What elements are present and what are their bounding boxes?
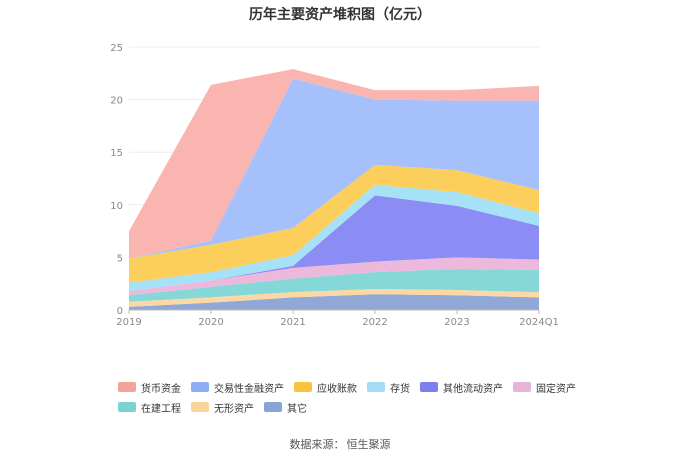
- area-series-在建工程: [129, 268, 539, 302]
- legend-swatch: [191, 382, 209, 392]
- legend-item[interactable]: 存货: [367, 380, 410, 395]
- legend-swatch: [118, 382, 136, 392]
- y-tick-label: 5: [117, 253, 123, 264]
- legend-item[interactable]: 其它: [264, 400, 307, 415]
- legend-label: 在建工程: [141, 403, 181, 415]
- legend-label: 其它: [287, 403, 307, 415]
- source-name: 恒生聚源: [346, 438, 391, 451]
- area-series-交易性金融资产: [129, 78, 539, 259]
- legend-swatch: [118, 402, 136, 412]
- stacked-area-chart: 2019 2020 2021 2022 2023 2024Q1 0 5 10 15 20 25: [110, 43, 559, 328]
- x-axis: 2019 2020 2021 2022 2023 2024Q1: [116, 309, 559, 328]
- legend-item[interactable]: 应收账款: [294, 380, 357, 395]
- legend-item[interactable]: 无形资产: [191, 400, 254, 415]
- data-source: 数据来源： 恒生聚源: [0, 436, 680, 452]
- chart-title: 历年主要资产堆积图（亿元）: [249, 7, 431, 23]
- legend: 货币资金 交易性金融资产 应收账款 存货 其他流动资产 固定资产 在建工程 无形资产 其它: [118, 377, 588, 417]
- x-tick-label: 2023: [444, 317, 469, 328]
- x-tick-label: 2022: [362, 317, 387, 328]
- legend-row: 货币资金 交易性金融资产 应收账款 存货 其他流动资产 固定资产: [118, 377, 588, 397]
- legend-label: 存货: [390, 383, 410, 395]
- legend-label: 其他流动资产: [443, 383, 503, 395]
- legend-swatch: [294, 382, 312, 392]
- legend-label: 交易性金融资产: [214, 383, 284, 395]
- legend-item[interactable]: 固定资产: [513, 380, 576, 395]
- area-series-应收账款: [129, 164, 539, 283]
- legend-swatch: [264, 402, 282, 412]
- area-series-无形资产: [129, 288, 539, 307]
- area-series-固定资产: [129, 257, 539, 296]
- x-tick-label: 2020: [198, 317, 223, 328]
- legend-item[interactable]: 在建工程: [118, 400, 181, 415]
- legend-item[interactable]: 货币资金: [118, 380, 181, 395]
- y-axis: 0 5 10 15 20 25: [110, 43, 123, 317]
- legend-label: 货币资金: [141, 383, 181, 395]
- area-series-其它: [129, 294, 539, 310]
- legend-row: 在建工程 无形资产 其它: [118, 397, 588, 417]
- legend-label: 应收账款: [317, 383, 357, 395]
- legend-swatch: [420, 382, 438, 392]
- legend-label: 固定资产: [536, 383, 576, 395]
- area-series-其他流动资产: [129, 195, 539, 292]
- legend-label: 无形资产: [214, 403, 254, 415]
- area-series-存货: [129, 184, 539, 292]
- area-series-货币资金: [129, 69, 539, 259]
- y-tick-label: 0: [117, 306, 123, 317]
- y-tick-label: 10: [110, 201, 123, 212]
- x-tick-label: 2024Q1: [519, 317, 559, 328]
- x-tick-label: 2019: [116, 317, 141, 328]
- x-tick-label: 2021: [280, 317, 305, 328]
- y-tick-label: 20: [110, 96, 123, 107]
- area-series: [129, 69, 539, 310]
- legend-swatch: [367, 382, 385, 392]
- source-label: 数据来源：: [289, 438, 345, 451]
- legend-item[interactable]: 交易性金融资产: [191, 380, 284, 395]
- legend-swatch: [191, 402, 209, 412]
- y-tick-label: 25: [110, 43, 123, 54]
- legend-swatch: [513, 382, 531, 392]
- y-tick-label: 15: [110, 148, 123, 159]
- legend-item[interactable]: 其他流动资产: [420, 380, 503, 395]
